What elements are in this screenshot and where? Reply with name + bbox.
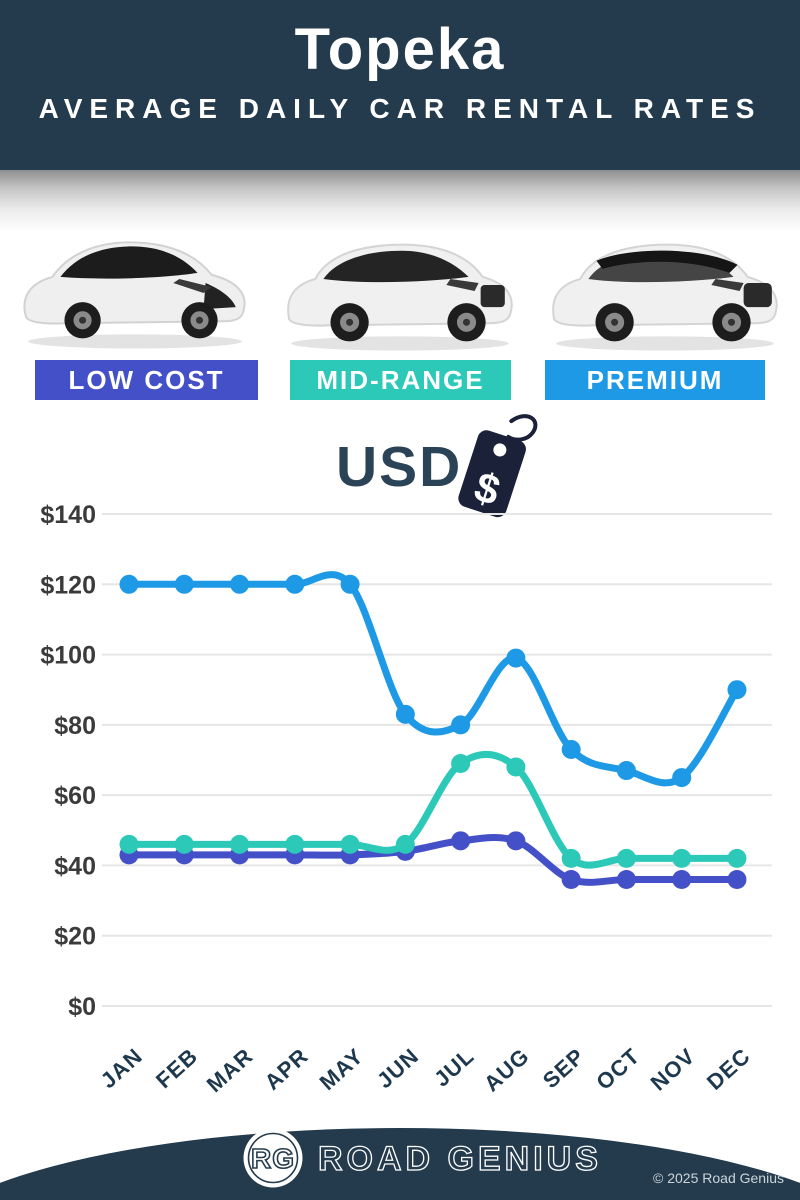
y-tick-label: $80 bbox=[54, 712, 96, 740]
y-tick-label: $60 bbox=[54, 782, 96, 810]
y-tick-label: $40 bbox=[54, 852, 96, 880]
data-point-premium bbox=[395, 704, 415, 724]
x-tick-label: JAN bbox=[96, 1043, 148, 1093]
data-point-premium bbox=[506, 648, 526, 668]
data-point-low-cost bbox=[672, 869, 692, 889]
category-badge-premium: PREMIUM bbox=[545, 360, 765, 400]
x-tick-label: JUN bbox=[372, 1043, 424, 1093]
data-point-mid-range bbox=[672, 848, 692, 868]
x-tick-label: JUL bbox=[429, 1043, 479, 1091]
data-point-mid-range bbox=[506, 757, 526, 777]
data-point-premium bbox=[616, 761, 636, 781]
data-point-premium bbox=[672, 768, 692, 788]
category-badge-mid-range: MID-RANGE bbox=[290, 360, 511, 400]
data-point-mid-range bbox=[230, 834, 250, 854]
data-point-premium bbox=[451, 715, 471, 735]
y-tick-label: $120 bbox=[40, 571, 96, 599]
x-tick-label: MAR bbox=[202, 1043, 258, 1097]
car-image-mid-range bbox=[287, 243, 513, 351]
data-point-low-cost bbox=[451, 831, 471, 851]
footer-logo: RG ROAD GENIUS bbox=[243, 1128, 602, 1188]
data-point-premium bbox=[561, 739, 581, 759]
logo-circle bbox=[243, 1128, 303, 1188]
x-tick-label: MAY bbox=[315, 1043, 369, 1095]
category-badge-low-cost: LOW COST bbox=[35, 360, 258, 400]
header-shadow-gradient bbox=[0, 170, 800, 232]
series-line-premium bbox=[125, 571, 741, 787]
x-tick-label: SEP bbox=[538, 1043, 590, 1093]
car-black-roof bbox=[596, 250, 738, 273]
car-images-row bbox=[0, 216, 800, 358]
brand-name: ROAD GENIUS bbox=[318, 1140, 602, 1178]
data-point-mid-range bbox=[616, 848, 636, 868]
y-tick-label: $20 bbox=[54, 923, 96, 951]
x-tick-label: AUG bbox=[479, 1043, 534, 1096]
data-point-mid-range bbox=[340, 834, 360, 854]
data-point-mid-range bbox=[119, 834, 139, 854]
car-windows bbox=[60, 246, 198, 279]
data-point-mid-range bbox=[395, 834, 415, 854]
data-point-low-cost bbox=[616, 869, 636, 889]
data-point-mid-range bbox=[561, 848, 581, 868]
page-title: Topeka bbox=[294, 17, 506, 82]
page-subtitle: AVERAGE DAILY CAR RENTAL RATES bbox=[38, 93, 762, 124]
x-tick-label: DEC bbox=[702, 1043, 755, 1095]
data-point-low-cost bbox=[727, 869, 747, 889]
currency-label: USD bbox=[336, 435, 463, 499]
data-point-premium bbox=[285, 574, 305, 594]
copyright: © 2025 Road Genius bbox=[653, 1170, 784, 1186]
data-point-mid-range bbox=[174, 834, 194, 854]
data-point-premium bbox=[174, 574, 194, 594]
rates-chart: $0 $20 $40 $60 $80 $100 $120 $140 JAN FEB MAR APR MA… bbox=[40, 501, 772, 1097]
data-point-low-cost bbox=[506, 831, 526, 851]
car-image-premium bbox=[552, 243, 778, 351]
y-tick-label: $140 bbox=[40, 501, 96, 529]
x-tick-label: APR bbox=[260, 1043, 313, 1095]
x-tick-label: NOV bbox=[646, 1043, 700, 1095]
data-point-premium bbox=[340, 574, 360, 594]
x-tick-label: OCT bbox=[591, 1043, 644, 1095]
car-image-low-cost bbox=[23, 241, 246, 349]
data-point-low-cost bbox=[561, 869, 581, 889]
price-tag-icon: $ bbox=[458, 414, 538, 518]
y-tick-label: $100 bbox=[40, 642, 96, 670]
car-windows bbox=[323, 250, 469, 283]
header: Topeka AVERAGE DAILY CAR RENTAL RATES bbox=[0, 0, 800, 170]
data-point-premium bbox=[230, 574, 250, 594]
data-point-mid-range bbox=[727, 848, 747, 868]
y-tick-label: $0 bbox=[68, 993, 96, 1021]
logo-initials: RG bbox=[251, 1143, 295, 1174]
data-point-premium bbox=[119, 574, 139, 594]
x-tick-label: FEB bbox=[151, 1043, 203, 1093]
data-point-mid-range bbox=[451, 754, 471, 774]
data-point-premium bbox=[727, 680, 747, 700]
data-point-mid-range bbox=[285, 834, 305, 854]
